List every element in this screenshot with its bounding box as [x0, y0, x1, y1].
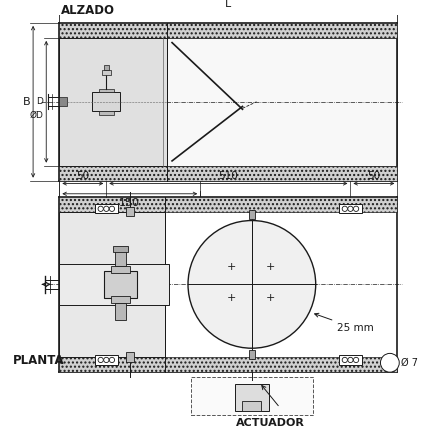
Text: ALZADO: ALZADO — [61, 4, 115, 17]
Polygon shape — [115, 303, 126, 320]
Text: 510: 510 — [219, 171, 238, 181]
Polygon shape — [99, 111, 114, 115]
Text: D: D — [37, 97, 43, 106]
Polygon shape — [104, 65, 109, 70]
Circle shape — [342, 357, 348, 363]
Text: 25 mm: 25 mm — [315, 313, 374, 333]
Text: 50: 50 — [367, 171, 380, 181]
Polygon shape — [59, 211, 164, 357]
Polygon shape — [115, 249, 126, 266]
Circle shape — [348, 357, 353, 363]
Polygon shape — [59, 196, 397, 211]
Polygon shape — [167, 38, 397, 166]
Polygon shape — [59, 357, 397, 372]
Text: Ø 7: Ø 7 — [401, 358, 418, 368]
Circle shape — [104, 206, 109, 211]
Text: PLANTA: PLANTA — [12, 354, 64, 368]
Polygon shape — [242, 401, 261, 410]
Circle shape — [98, 357, 104, 363]
Polygon shape — [95, 355, 118, 365]
Text: +: + — [266, 292, 275, 303]
Text: +: + — [266, 262, 275, 273]
Circle shape — [104, 357, 109, 363]
Polygon shape — [99, 89, 114, 92]
Polygon shape — [111, 296, 130, 303]
Polygon shape — [59, 38, 167, 166]
Polygon shape — [126, 352, 134, 362]
Circle shape — [354, 357, 359, 363]
Polygon shape — [191, 377, 313, 415]
Circle shape — [348, 206, 353, 211]
Polygon shape — [59, 23, 397, 38]
Circle shape — [109, 357, 115, 363]
Polygon shape — [59, 258, 164, 311]
Text: ØD: ØD — [29, 110, 43, 119]
Polygon shape — [339, 355, 362, 365]
Polygon shape — [59, 264, 169, 305]
Polygon shape — [249, 210, 255, 219]
Text: 50: 50 — [76, 171, 89, 181]
Text: ACTUADOR: ACTUADOR — [236, 418, 305, 428]
Polygon shape — [102, 70, 111, 75]
Polygon shape — [339, 204, 362, 214]
Circle shape — [354, 206, 359, 211]
Text: B: B — [23, 97, 30, 107]
Text: +: + — [227, 262, 236, 273]
Circle shape — [188, 220, 316, 348]
Polygon shape — [235, 384, 269, 410]
Text: +: + — [227, 292, 236, 303]
Polygon shape — [59, 97, 67, 107]
Polygon shape — [111, 266, 130, 273]
Circle shape — [342, 206, 348, 211]
Polygon shape — [59, 166, 397, 181]
Text: 150: 150 — [119, 198, 140, 208]
Polygon shape — [126, 207, 134, 216]
Polygon shape — [113, 246, 128, 252]
Circle shape — [380, 354, 399, 372]
Text: L: L — [225, 0, 231, 9]
Circle shape — [109, 206, 115, 211]
Polygon shape — [92, 92, 121, 111]
Circle shape — [98, 206, 104, 211]
Polygon shape — [104, 271, 137, 297]
Polygon shape — [95, 204, 118, 214]
Polygon shape — [249, 350, 255, 359]
